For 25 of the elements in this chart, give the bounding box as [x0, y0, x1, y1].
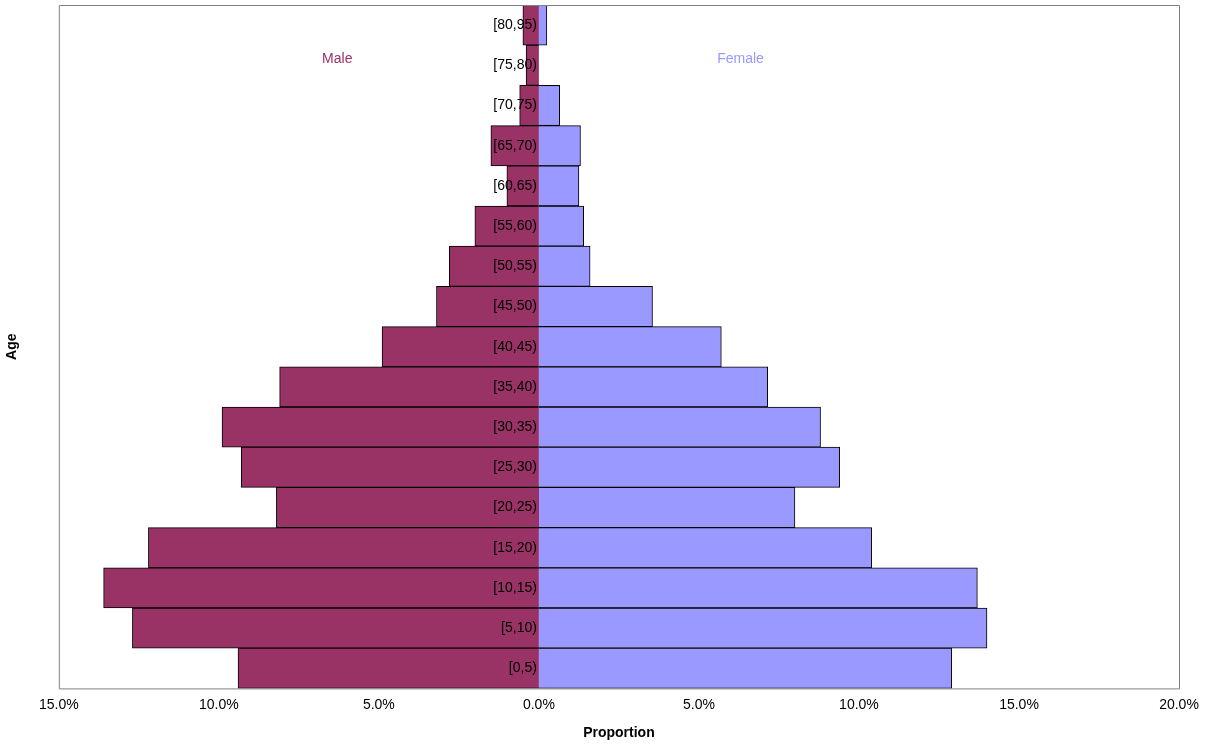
y-axis-title: Age — [3, 333, 20, 360]
x-tick-label: 10.0% — [198, 695, 239, 712]
text: Male — [322, 50, 353, 67]
y-tick-label: [40,45) — [493, 337, 537, 354]
y-tick-label: [15,20) — [493, 538, 537, 555]
y-tick-label: [25,30) — [493, 458, 537, 475]
y-tick-label: [20,25) — [493, 498, 537, 515]
y-tick-label: [30,35) — [493, 417, 537, 434]
text: Female — [717, 50, 765, 67]
x-tick-label: 10.0% — [839, 695, 879, 712]
x-tick-label: 5.0% — [362, 695, 395, 712]
x-tick-label: 5.0% — [682, 695, 715, 712]
x-tick-label: 20.0% — [1159, 695, 1199, 712]
x-tick-label: 15.0% — [38, 695, 79, 712]
y-tick-label: [50,55) — [493, 257, 537, 274]
y-tick-label: [65,70) — [493, 136, 537, 153]
y-tick-label: [5,10) — [501, 618, 537, 635]
x-tick-label: 0.0% — [522, 695, 555, 712]
y-tick-label: [10,15) — [493, 578, 537, 595]
y-tick-label: [0,5) — [508, 659, 537, 676]
x-axis-title: Proportion — [583, 724, 655, 741]
y-tick-label: [35,40) — [493, 377, 537, 394]
y-tick-label: [45,50) — [493, 297, 537, 314]
y-tick-label: [55,60) — [493, 216, 537, 233]
x-tick-label: 15.0% — [999, 695, 1039, 712]
